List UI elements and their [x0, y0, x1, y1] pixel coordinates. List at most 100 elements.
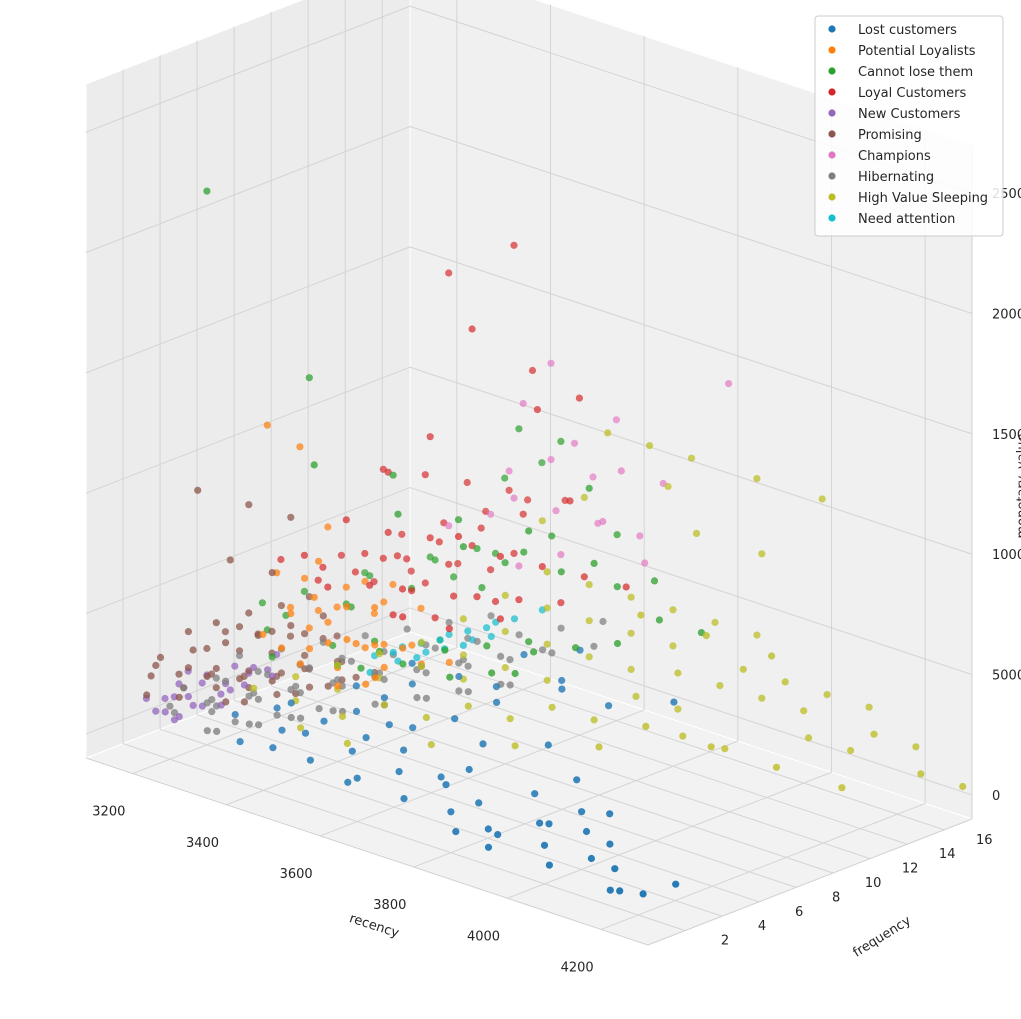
data-point [548, 703, 556, 711]
data-point [263, 421, 271, 429]
data-point [370, 609, 378, 618]
data-point [431, 614, 439, 622]
data-point [557, 551, 565, 559]
x-gridline-floor [132, 647, 458, 775]
z-gridline-side [85, 487, 411, 615]
data-point [464, 688, 472, 696]
data-point [305, 664, 314, 672]
data-point [818, 495, 826, 503]
data-point [222, 639, 230, 647]
data-point [286, 603, 295, 612]
data-point [758, 694, 766, 702]
data-point [519, 399, 527, 408]
data-point [194, 486, 202, 494]
data-point [353, 774, 361, 782]
data-point [632, 692, 640, 701]
data-point [189, 646, 197, 654]
data-point [361, 549, 369, 558]
data-point [329, 707, 337, 715]
data-point [496, 552, 504, 561]
legend-label: Cannot lose them [858, 65, 973, 80]
data-point [277, 602, 285, 610]
data-point [296, 689, 304, 697]
data-point [385, 721, 393, 729]
data-point [613, 583, 621, 591]
data-point [477, 524, 485, 532]
data-point [446, 673, 454, 681]
data-point [450, 592, 458, 600]
data-point [459, 651, 467, 659]
data-point [184, 664, 192, 672]
data-point [515, 562, 523, 570]
data-point [352, 673, 360, 681]
data-point [511, 669, 519, 678]
data-point [189, 701, 197, 710]
data-point [361, 632, 369, 640]
data-point [589, 473, 597, 481]
data-point [379, 554, 387, 562]
data-point [540, 841, 549, 849]
data-point [617, 467, 625, 475]
data-point [175, 713, 183, 721]
data-point [772, 763, 781, 771]
data-point [616, 887, 624, 895]
data-point [865, 703, 873, 711]
data-point [399, 644, 407, 652]
data-point [669, 606, 677, 614]
data-point [203, 727, 211, 735]
data-point [510, 241, 518, 249]
data-point [496, 615, 504, 623]
data-point [175, 670, 183, 678]
data-point [231, 711, 239, 719]
axis-lines [85, 145, 973, 946]
data-point [487, 510, 495, 518]
data-point [305, 683, 314, 691]
data-point [578, 808, 586, 816]
y-tick-label: 6 [795, 905, 803, 920]
x-gridline-floor [319, 709, 645, 837]
data-point [305, 624, 313, 632]
data-point [538, 517, 546, 525]
data-point [557, 437, 565, 445]
data-point [627, 629, 635, 637]
data-point [319, 563, 327, 571]
data-point [492, 683, 500, 691]
legend-marker [828, 214, 836, 222]
data-point [455, 672, 463, 681]
data-point [669, 642, 677, 650]
data-point [380, 663, 388, 672]
data-point [231, 718, 239, 726]
data-point [543, 676, 551, 684]
data-point [547, 456, 555, 464]
data-point [451, 715, 459, 723]
y-gridline-floor [270, 685, 834, 874]
data-point [249, 663, 258, 672]
data-point [454, 516, 463, 524]
data-point [670, 698, 678, 706]
data-point [421, 471, 429, 479]
data-point [627, 593, 635, 601]
data-point [380, 694, 388, 702]
data-point [395, 768, 403, 776]
data-point [484, 825, 492, 833]
data-point [333, 632, 341, 640]
data-point [445, 560, 453, 568]
data-point [781, 678, 789, 686]
data-point [426, 433, 434, 441]
data-point [334, 682, 342, 690]
data-point [487, 612, 495, 620]
data-point [525, 638, 533, 646]
data-point [622, 583, 630, 591]
data-point [506, 656, 514, 664]
data-point [570, 439, 579, 447]
data-point [306, 756, 314, 764]
data-point [487, 632, 495, 641]
data-point [315, 557, 323, 565]
data-point [454, 532, 463, 541]
data-point [362, 680, 370, 688]
data-point [545, 820, 553, 828]
data-point [203, 644, 211, 653]
data-point [408, 641, 416, 649]
data-point [455, 687, 463, 695]
data-point [805, 734, 813, 742]
